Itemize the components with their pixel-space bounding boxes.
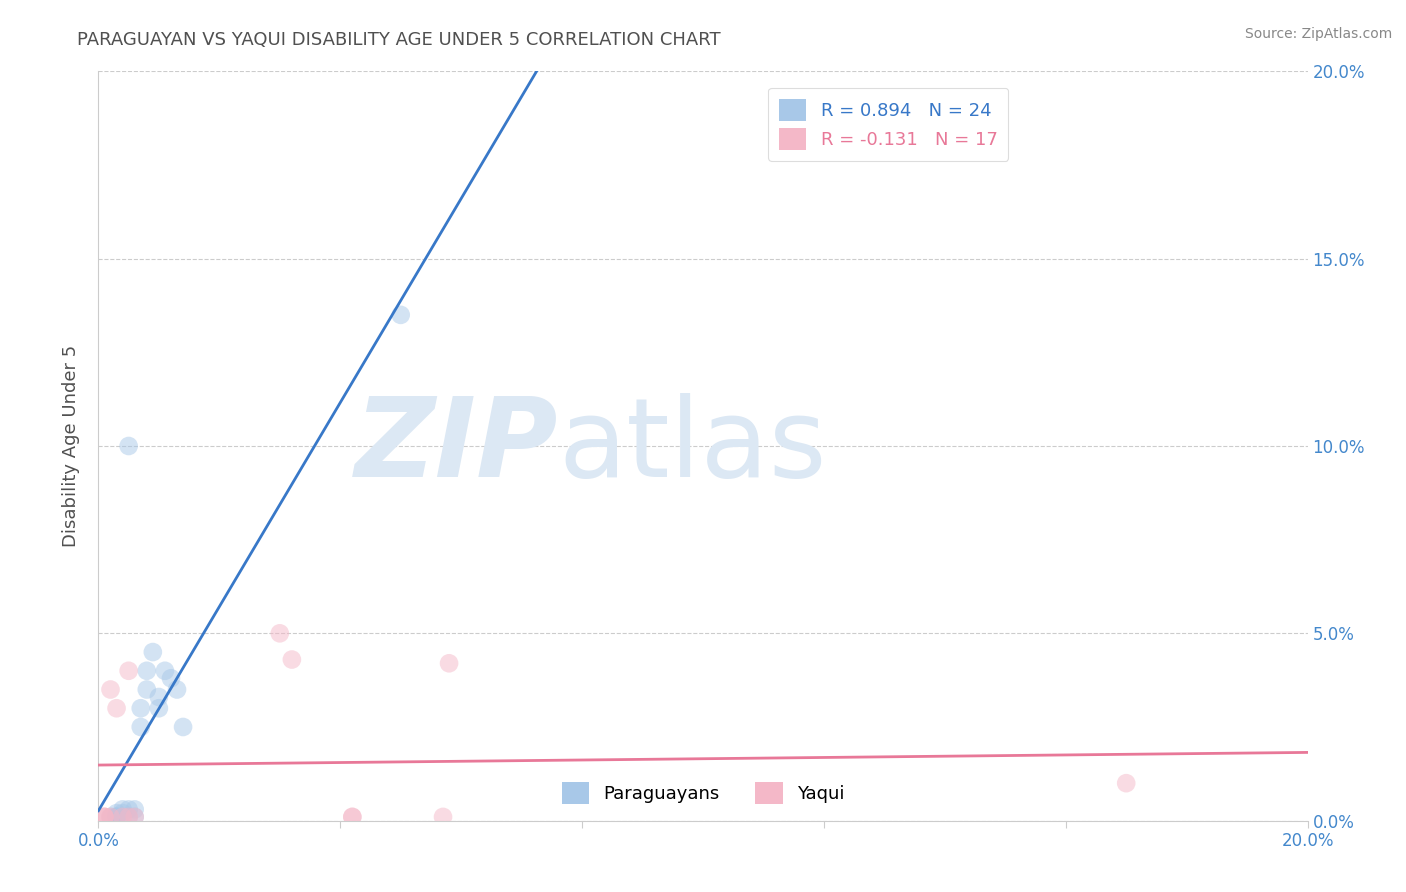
Point bbox=[111, 802, 134, 816]
Point bbox=[118, 810, 141, 824]
Point bbox=[118, 810, 141, 824]
Text: atlas: atlas bbox=[558, 392, 827, 500]
Point bbox=[135, 682, 157, 697]
Point bbox=[281, 652, 304, 666]
Point bbox=[105, 810, 128, 824]
Point bbox=[100, 810, 122, 824]
Point bbox=[105, 806, 128, 821]
Point bbox=[166, 682, 188, 697]
Text: Source: ZipAtlas.com: Source: ZipAtlas.com bbox=[1244, 27, 1392, 41]
Point bbox=[93, 810, 115, 824]
Point bbox=[118, 802, 141, 816]
Text: ZIP: ZIP bbox=[354, 392, 558, 500]
Y-axis label: Disability Age Under 5: Disability Age Under 5 bbox=[62, 345, 80, 547]
Text: PARAGUAYAN VS YAQUI DISABILITY AGE UNDER 5 CORRELATION CHART: PARAGUAYAN VS YAQUI DISABILITY AGE UNDER… bbox=[77, 31, 721, 49]
Point bbox=[342, 810, 364, 824]
Point bbox=[1115, 776, 1137, 790]
Point bbox=[142, 645, 165, 659]
Point bbox=[100, 682, 122, 697]
Point bbox=[105, 810, 128, 824]
Point bbox=[93, 810, 115, 824]
Point bbox=[153, 664, 176, 678]
Point bbox=[100, 810, 122, 824]
Point bbox=[118, 664, 141, 678]
Point bbox=[118, 439, 141, 453]
Point bbox=[148, 690, 170, 704]
Point bbox=[135, 664, 157, 678]
Point bbox=[124, 802, 146, 816]
Point bbox=[111, 810, 134, 824]
Point bbox=[124, 810, 146, 824]
Point bbox=[111, 806, 134, 821]
Legend: Paraguayans, Yaqui: Paraguayans, Yaqui bbox=[554, 775, 852, 812]
Point bbox=[124, 810, 146, 824]
Point bbox=[342, 810, 364, 824]
Point bbox=[389, 308, 412, 322]
Point bbox=[129, 701, 152, 715]
Point bbox=[172, 720, 194, 734]
Point bbox=[148, 701, 170, 715]
Point bbox=[269, 626, 291, 640]
Point bbox=[129, 720, 152, 734]
Point bbox=[105, 701, 128, 715]
Point bbox=[437, 657, 460, 671]
Point bbox=[105, 810, 128, 824]
Point bbox=[160, 671, 183, 685]
Point bbox=[432, 810, 454, 824]
Point bbox=[93, 810, 115, 824]
